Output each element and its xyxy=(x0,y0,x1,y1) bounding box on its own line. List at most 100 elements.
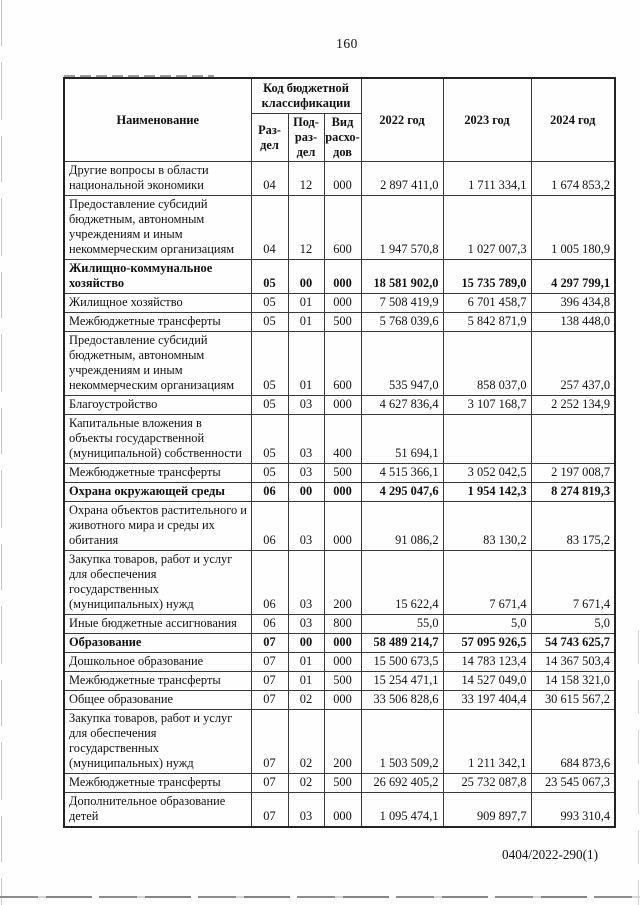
table-row: Дополнительное образование детей 07 03 000 1… xyxy=(63,792,616,828)
row-code-vid: 800 xyxy=(323,614,362,634)
row-name: Дошкольное образование xyxy=(63,652,252,672)
row-code-podrazdel: 01 xyxy=(287,331,325,396)
row-code-razdel: 05 xyxy=(250,463,289,483)
scan-artifact-right-edge xyxy=(638,630,639,905)
row-code-razdel: 06 xyxy=(250,614,289,634)
row-name: Закупка товаров, работ и услуг для обесп… xyxy=(63,550,252,615)
row-code-podrazdel: 03 xyxy=(287,414,325,464)
row-amount-2024: 257 437,0 xyxy=(530,331,616,396)
table-row: Предоставление субсидий бюджетным, автон… xyxy=(63,195,616,260)
row-code-vid: 200 xyxy=(323,550,362,615)
col-header-code-group: Код бюджетной классификации xyxy=(250,77,362,114)
row-amount-2022: 55,0 xyxy=(360,614,444,634)
row-code-podrazdel: 01 xyxy=(287,652,325,672)
row-code-podrazdel: 01 xyxy=(287,671,325,691)
row-code-podrazdel: 02 xyxy=(287,690,325,710)
row-code-podrazdel: 03 xyxy=(287,550,325,615)
row-code-podrazdel: 02 xyxy=(287,709,325,774)
table-row: Капитальные вложения в объекты государст… xyxy=(63,414,616,464)
row-amount-2024: 14 158 321,0 xyxy=(530,671,616,691)
row-amount-2022: 2 897 411,0 xyxy=(360,161,444,196)
row-amount-2024: 2 197 008,7 xyxy=(530,463,616,483)
row-amount-2022: 1 095 474,1 xyxy=(360,792,444,828)
table-row: Образование 07 00 000 58 489 214,7 57 095 926… xyxy=(63,633,616,653)
row-code-podrazdel: 00 xyxy=(287,482,325,502)
row-amount-2022: 51 694,1 xyxy=(360,414,444,464)
row-code-podrazdel: 03 xyxy=(287,501,325,551)
row-code-razdel: 05 xyxy=(250,312,289,332)
table-row: Предоставление субсидий бюджетным, автон… xyxy=(63,331,616,396)
table-row: Закупка товаров, работ и услуг для обесп… xyxy=(63,709,616,774)
row-amount-2024: 23 545 067,3 xyxy=(530,773,616,793)
row-code-podrazdel: 03 xyxy=(287,614,325,634)
row-code-vid: 000 xyxy=(323,792,362,828)
row-amount-2022: 1 947 570,8 xyxy=(360,195,444,260)
row-amount-2023: 1 711 334,1 xyxy=(442,161,532,196)
row-name: Охрана объектов растительного и животног… xyxy=(63,501,252,551)
row-amount-2022: 4 515 366,1 xyxy=(360,463,444,483)
row-amount-2023: 3 107 168,7 xyxy=(442,395,532,415)
table-row: Межбюджетные трансферты 07 01 500 15 254 471… xyxy=(63,671,616,691)
table-row: Закупка товаров, работ и услуг для обесп… xyxy=(63,550,616,615)
row-name: Закупка товаров, работ и услуг для обесп… xyxy=(63,709,252,774)
row-code-vid: 000 xyxy=(323,293,362,313)
table-row: Охрана окружающей среды 06 00 000 4 295 047,… xyxy=(63,482,616,502)
row-name: Другие вопросы в области национальной эк… xyxy=(63,161,252,196)
row-code-podrazdel: 03 xyxy=(287,463,325,483)
col-header-name: Наименование xyxy=(63,77,252,162)
budget-table-header: Наименование Код бюджетной классификации… xyxy=(63,77,616,162)
table-row: Другие вопросы в области национальной эк… xyxy=(63,161,616,196)
document-code: 0404/2022-290(1) xyxy=(502,847,598,862)
scan-artifact-bottom-line xyxy=(0,896,640,898)
table-row: Охрана объектов растительного и животног… xyxy=(63,501,616,551)
row-amount-2023: 3 052 042,5 xyxy=(442,463,532,483)
row-amount-2022: 26 692 405,2 xyxy=(360,773,444,793)
row-code-vid: 000 xyxy=(323,652,362,672)
row-amount-2023: 5 842 871,9 xyxy=(442,312,532,332)
col-header-year-2024: 2024 год xyxy=(530,77,616,162)
row-amount-2023: 1 211 342,1 xyxy=(442,709,532,774)
row-amount-2022: 15 254 471,1 xyxy=(360,671,444,691)
row-code-razdel: 06 xyxy=(250,550,289,615)
row-code-razdel: 07 xyxy=(250,652,289,672)
row-name: Охрана окружающей среды xyxy=(63,482,252,502)
row-code-vid: 000 xyxy=(323,161,362,196)
row-code-vid: 000 xyxy=(323,482,362,502)
row-amount-2023: 33 197 404,4 xyxy=(442,690,532,710)
row-amount-2023: 6 701 458,7 xyxy=(442,293,532,313)
row-name: Образование xyxy=(63,633,252,653)
row-code-vid: 000 xyxy=(323,395,362,415)
row-amount-2023: 83 130,2 xyxy=(442,501,532,551)
row-code-razdel: 06 xyxy=(250,482,289,502)
row-amount-2023: 14 783 123,4 xyxy=(442,652,532,672)
row-code-razdel: 07 xyxy=(250,671,289,691)
row-amount-2024: 684 873,6 xyxy=(530,709,616,774)
row-code-vid: 400 xyxy=(323,414,362,464)
row-code-razdel: 05 xyxy=(250,414,289,464)
col-header-year-2022: 2022 год xyxy=(360,77,444,162)
row-amount-2024 xyxy=(530,414,616,464)
col-header-vid-rashodov: Вид расхо- дов xyxy=(323,113,362,162)
row-amount-2022: 33 506 828,6 xyxy=(360,690,444,710)
table-row: Межбюджетные трансферты 05 01 500 5 768 039,… xyxy=(63,312,616,332)
row-amount-2024: 14 367 503,4 xyxy=(530,652,616,672)
row-amount-2022: 18 581 902,0 xyxy=(360,259,444,294)
row-name: Благоустройство xyxy=(63,395,252,415)
row-code-podrazdel: 03 xyxy=(287,792,325,828)
scan-artifact-table-top xyxy=(64,75,214,78)
row-code-razdel: 05 xyxy=(250,259,289,294)
row-name: Предоставление субсидий бюджетным, автон… xyxy=(63,331,252,396)
row-amount-2024: 7 671,4 xyxy=(530,550,616,615)
row-code-razdel: 07 xyxy=(250,690,289,710)
row-amount-2022: 5 768 039,6 xyxy=(360,312,444,332)
row-amount-2024: 993 310,4 xyxy=(530,792,616,828)
row-code-razdel: 04 xyxy=(250,161,289,196)
row-amount-2023: 25 732 087,8 xyxy=(442,773,532,793)
row-amount-2022: 91 086,2 xyxy=(360,501,444,551)
row-name: Межбюджетные трансферты xyxy=(63,773,252,793)
row-amount-2024: 30 615 567,2 xyxy=(530,690,616,710)
row-name: Общее образование xyxy=(63,690,252,710)
row-name: Межбюджетные трансферты xyxy=(63,312,252,332)
page-number: 160 xyxy=(336,36,358,51)
row-code-razdel: 07 xyxy=(250,633,289,653)
